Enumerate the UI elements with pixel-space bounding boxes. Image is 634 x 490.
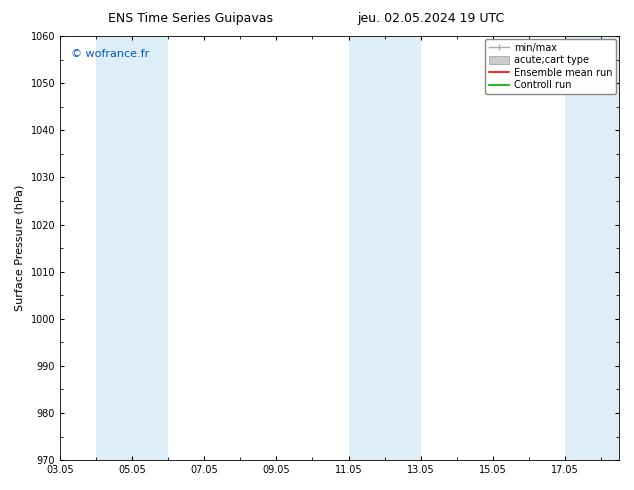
Bar	[349, 36, 421, 460]
Bar	[565, 36, 619, 460]
Text: ENS Time Series Guipavas: ENS Time Series Guipavas	[108, 12, 273, 25]
Y-axis label: Surface Pressure (hPa): Surface Pressure (hPa)	[15, 185, 25, 311]
Text: jeu. 02.05.2024 19 UTC: jeu. 02.05.2024 19 UTC	[358, 12, 505, 25]
Legend: min/max, acute;cart type, Ensemble mean run, Controll run: min/max, acute;cart type, Ensemble mean …	[486, 39, 616, 94]
Bar	[96, 36, 168, 460]
Text: © wofrance.fr: © wofrance.fr	[71, 49, 150, 59]
